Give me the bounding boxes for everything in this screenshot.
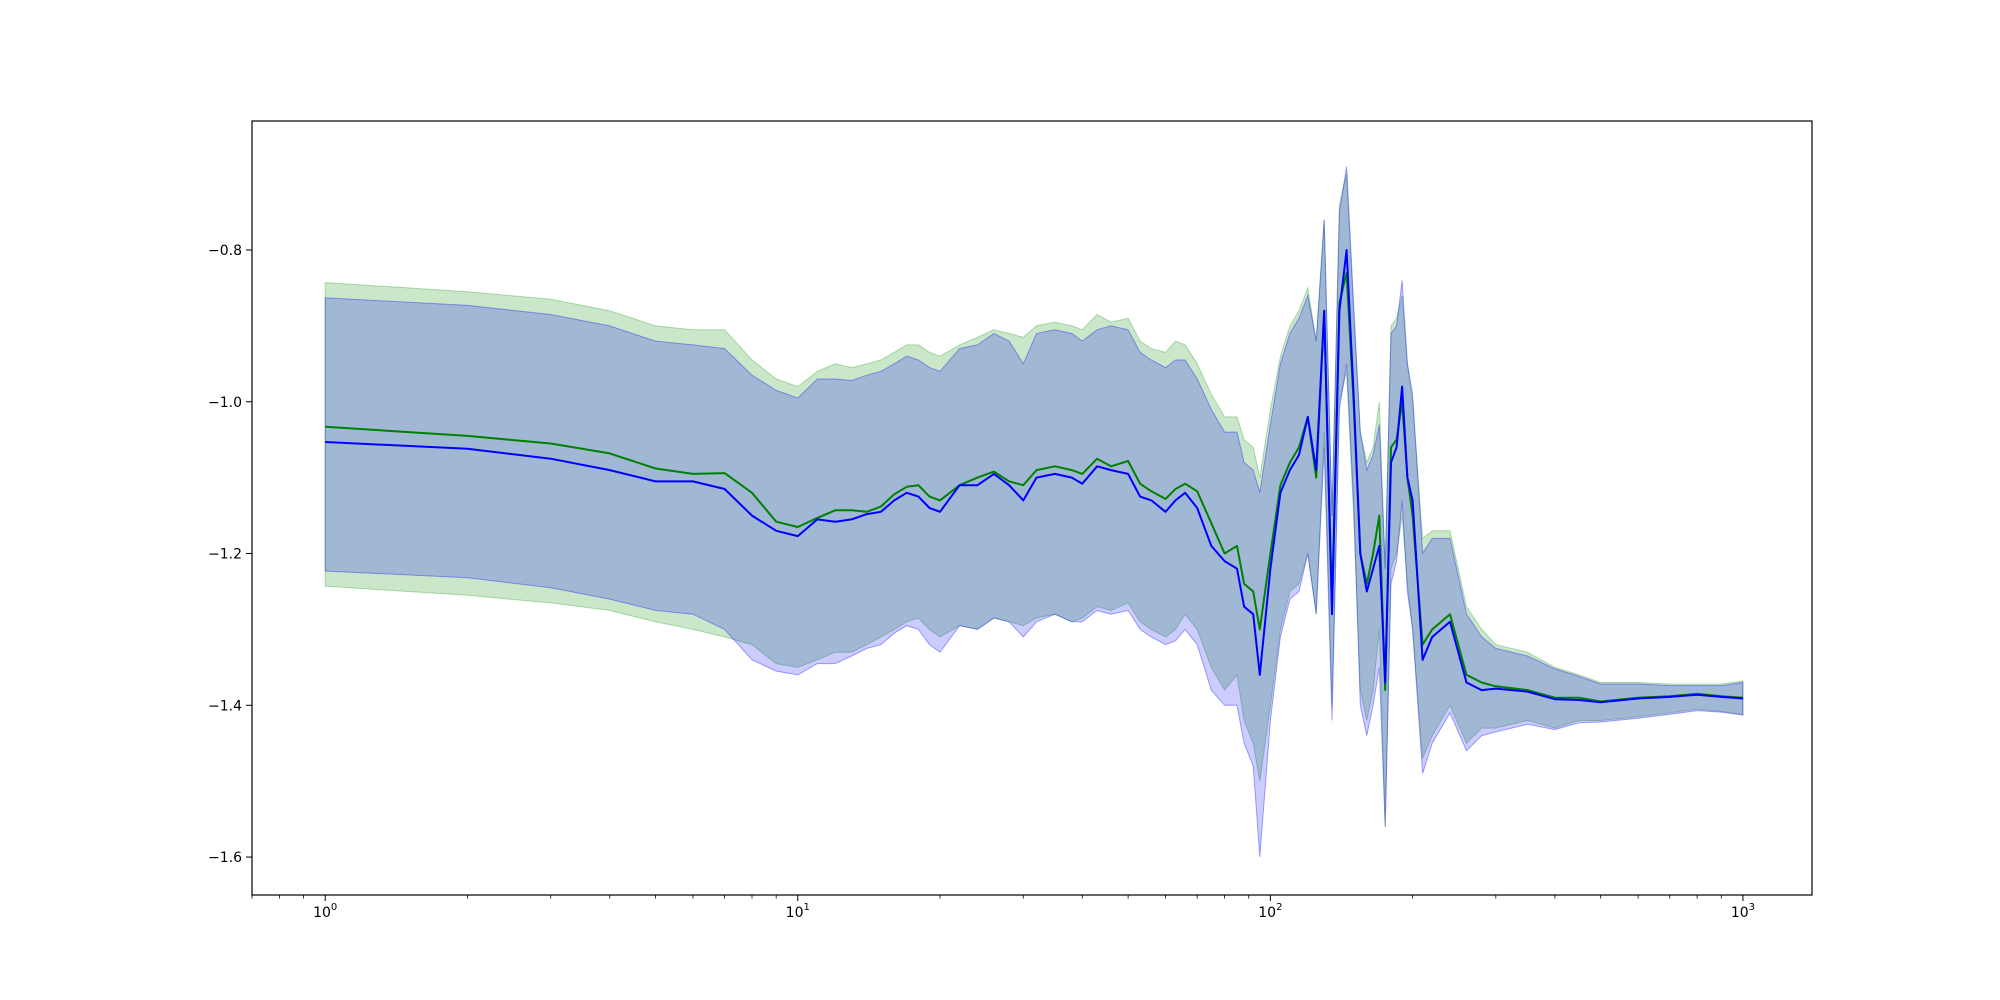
confidence-band-2 bbox=[324, 166, 1744, 858]
plot-frame bbox=[251, 120, 1813, 896]
x-tick-label: 103 bbox=[1731, 902, 1755, 921]
y-tick-label: −0.8 bbox=[208, 243, 242, 259]
x-tick-label: 101 bbox=[786, 902, 810, 921]
x-tick-label: 100 bbox=[313, 902, 337, 921]
confidence-bands bbox=[324, 166, 1744, 858]
x-axis: 100 101 102 103 bbox=[251, 895, 1755, 921]
y-tick-label: −1.2 bbox=[208, 547, 242, 563]
y-tick-label: −1.4 bbox=[208, 698, 242, 714]
series-line-2 bbox=[325, 249, 1743, 704]
y-tick-label: −1.0 bbox=[208, 395, 242, 411]
series-lines bbox=[325, 249, 1743, 704]
y-tick-label: −1.6 bbox=[208, 850, 242, 866]
y-axis: −1.6 −1.4 −1.2 −1.0 −0.8 bbox=[208, 243, 252, 866]
confidence-band-1 bbox=[324, 173, 1744, 827]
series-line-1 bbox=[325, 271, 1743, 703]
x-tick-label: 102 bbox=[1258, 902, 1282, 921]
